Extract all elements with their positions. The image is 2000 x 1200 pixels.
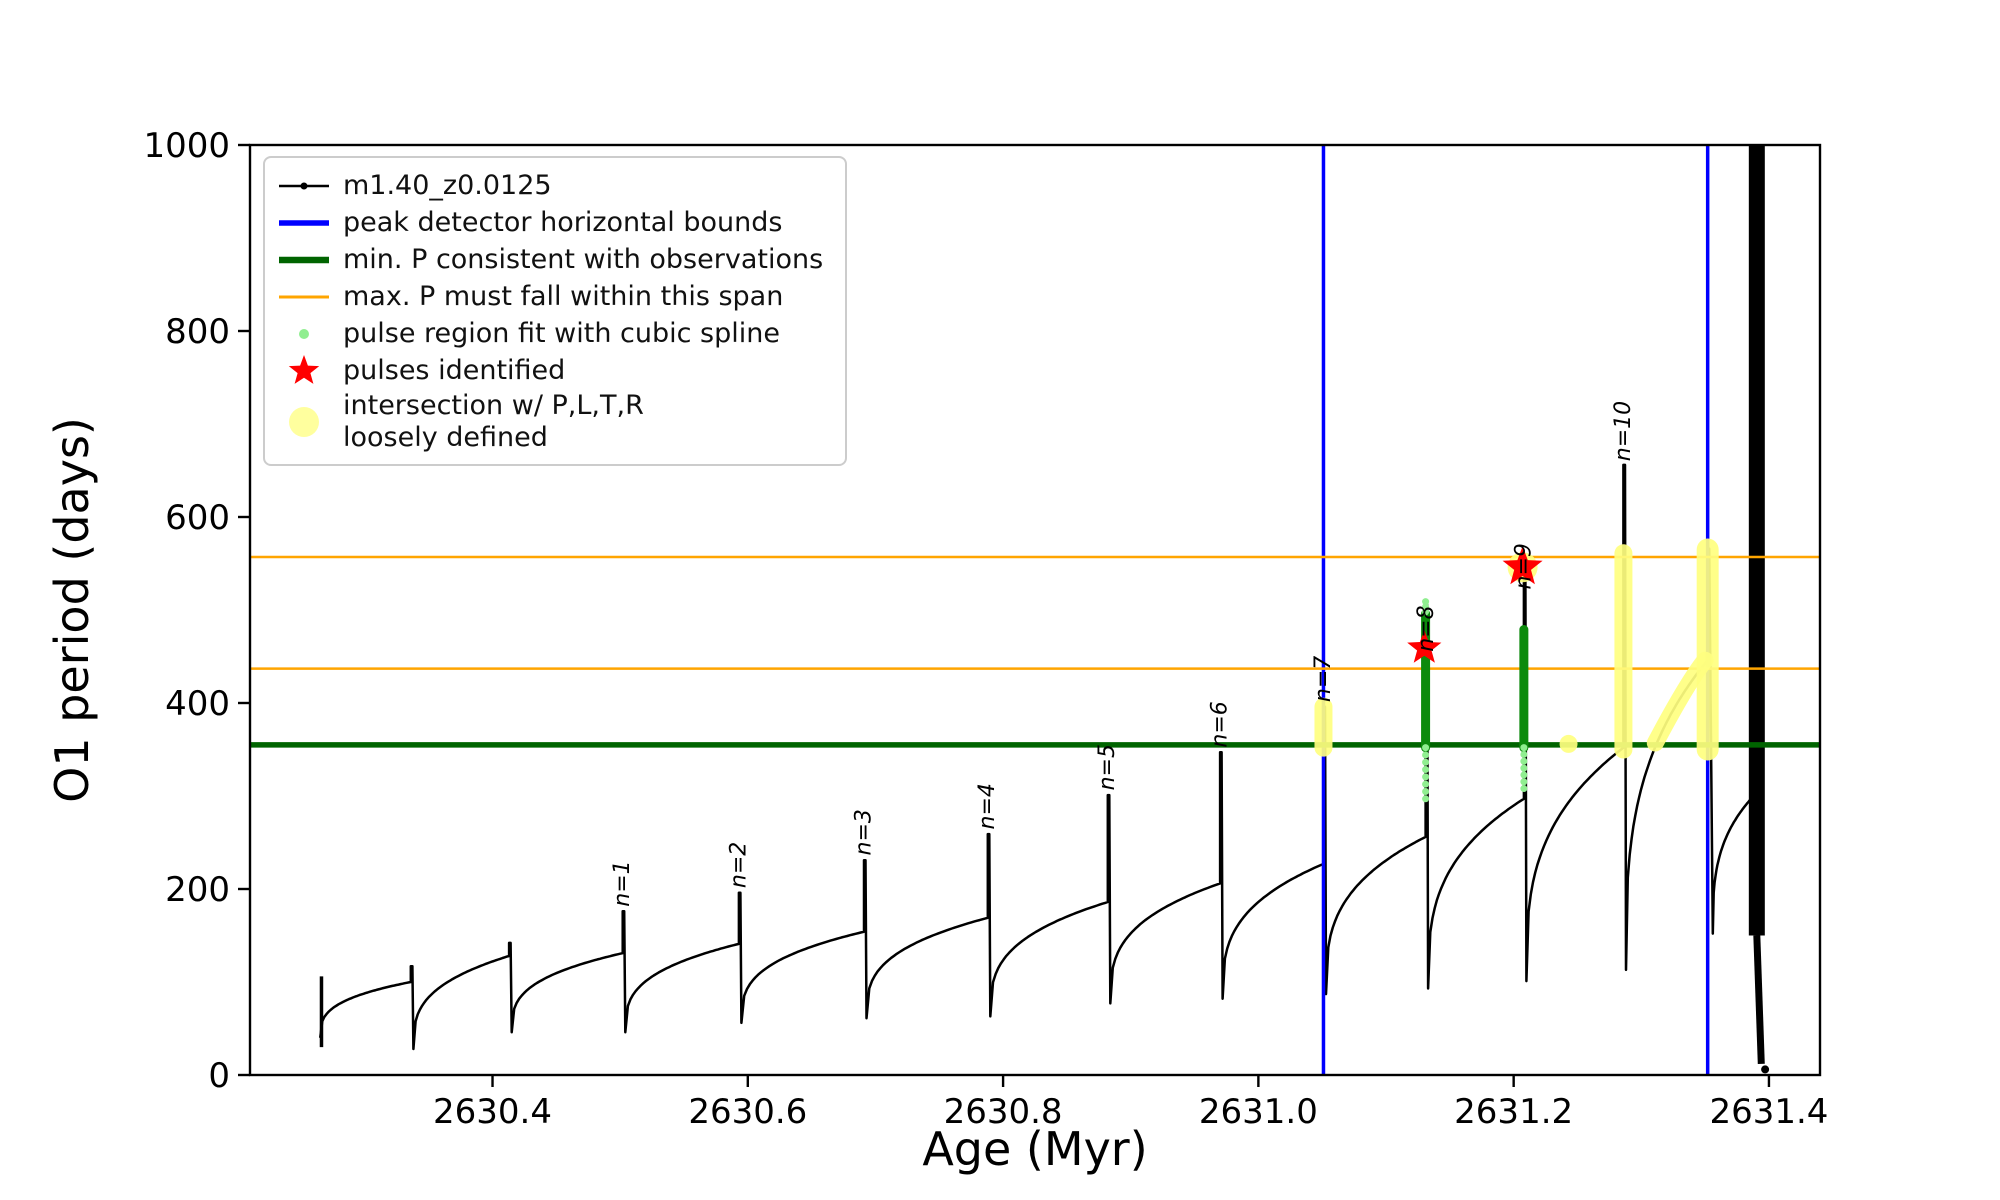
- final-pulse-tail: [1753, 935, 1765, 1064]
- pulse-label: n=9: [1511, 543, 1536, 589]
- legend-item-4: pulse region fit with cubic spline: [277, 316, 823, 352]
- spline-dot: [1422, 598, 1430, 606]
- pulse-label: n=8: [1414, 605, 1439, 651]
- y-tick-label: 1000: [143, 126, 230, 166]
- spline-dot: [1520, 750, 1528, 758]
- spline-dot: [1422, 773, 1430, 781]
- axes-spines: [248, 143, 1822, 1077]
- pulse-label: n=4: [975, 783, 1000, 829]
- spline-dot: [1520, 757, 1528, 765]
- x-tick-label: 2630.8: [944, 1092, 1063, 1132]
- y-axis-label: O1 period (days): [45, 417, 99, 803]
- legend-label: peak detector horizontal bounds: [343, 207, 783, 239]
- legend-item-6: intersection w/ P,L,T,R loosely defined: [277, 390, 823, 454]
- legend-item-3: max. P must fall within this span: [277, 279, 823, 315]
- spline-dot: [1422, 751, 1430, 759]
- spline-dot: [1422, 608, 1430, 616]
- spline-dot: [1520, 744, 1528, 752]
- pulse-label: n=2: [726, 842, 751, 888]
- final-pulse-dot: [1761, 1065, 1770, 1074]
- y-tick-label: 200: [165, 870, 230, 910]
- pulse-star-icon: [1407, 630, 1442, 663]
- legend-item-1: peak detector horizontal bounds: [277, 205, 823, 241]
- y-tick-label: 0: [208, 1056, 230, 1096]
- pulse-label: n=3: [851, 809, 876, 855]
- pulse-label: n=5: [1095, 744, 1120, 790]
- spline-dot: [1422, 758, 1430, 766]
- legend-label: min. P consistent with observations: [343, 244, 824, 276]
- legend-label: m1.40_z0.0125: [343, 170, 552, 202]
- intersection-dot: [1559, 734, 1578, 753]
- spline-dot: [1520, 764, 1528, 772]
- x-tick-label: 2631.0: [1199, 1092, 1318, 1132]
- spline-dot: [1520, 778, 1528, 786]
- x-tick-label: 2631.2: [1454, 1092, 1573, 1132]
- series-line: [318, 145, 1756, 1051]
- spline-dot: [1422, 744, 1430, 752]
- legend-label: intersection w/ P,L,T,R loosely defined: [343, 390, 644, 453]
- y-tick-label: 600: [165, 498, 230, 538]
- spline-dot: [1422, 787, 1430, 795]
- y-tick-label: 800: [165, 312, 230, 352]
- pulse-label: n=1: [610, 860, 635, 906]
- y-tick-label: 400: [165, 684, 230, 724]
- legend-marker-dot-icon: [299, 329, 309, 339]
- pulse-label: n=7: [1311, 656, 1336, 702]
- legend-item-2: min. P consistent with observations: [277, 242, 823, 278]
- legend-label: pulses identified: [343, 355, 566, 387]
- legend-label: pulse region fit with cubic spline: [343, 318, 780, 350]
- legend-item-0: m1.40_z0.0125: [277, 168, 823, 204]
- legend-marker-dot-icon: [289, 406, 319, 437]
- legend-item-5: pulses identified: [277, 353, 823, 389]
- legend-marker-line-dot-icon: [279, 182, 329, 190]
- x-tick-label: 2631.4: [1709, 1092, 1828, 1132]
- pulse-star-icon: [1502, 546, 1543, 585]
- spline-dot: [1422, 795, 1430, 803]
- pulse-label: n=10: [1611, 401, 1636, 461]
- spline-dot: [1422, 603, 1430, 611]
- spline-dot: [1422, 766, 1430, 774]
- legend-marker-line-icon: [279, 256, 329, 264]
- spline-dot: [1520, 785, 1528, 793]
- x-tick-label: 2630.4: [433, 1092, 552, 1132]
- legend-marker-line-icon: [279, 220, 329, 226]
- x-tick-label: 2630.6: [688, 1092, 807, 1132]
- plot-area: [250, 145, 1820, 1075]
- legend-marker-line-icon: [279, 295, 329, 299]
- spline-dot: [1422, 780, 1430, 788]
- pulse-label: n=6: [1208, 701, 1233, 747]
- x-axis-label: Age (Myr): [922, 1122, 1148, 1176]
- legend-marker-star-icon: [288, 355, 320, 384]
- spline-dot: [1520, 771, 1528, 779]
- legend-label: max. P must fall within this span: [343, 281, 784, 313]
